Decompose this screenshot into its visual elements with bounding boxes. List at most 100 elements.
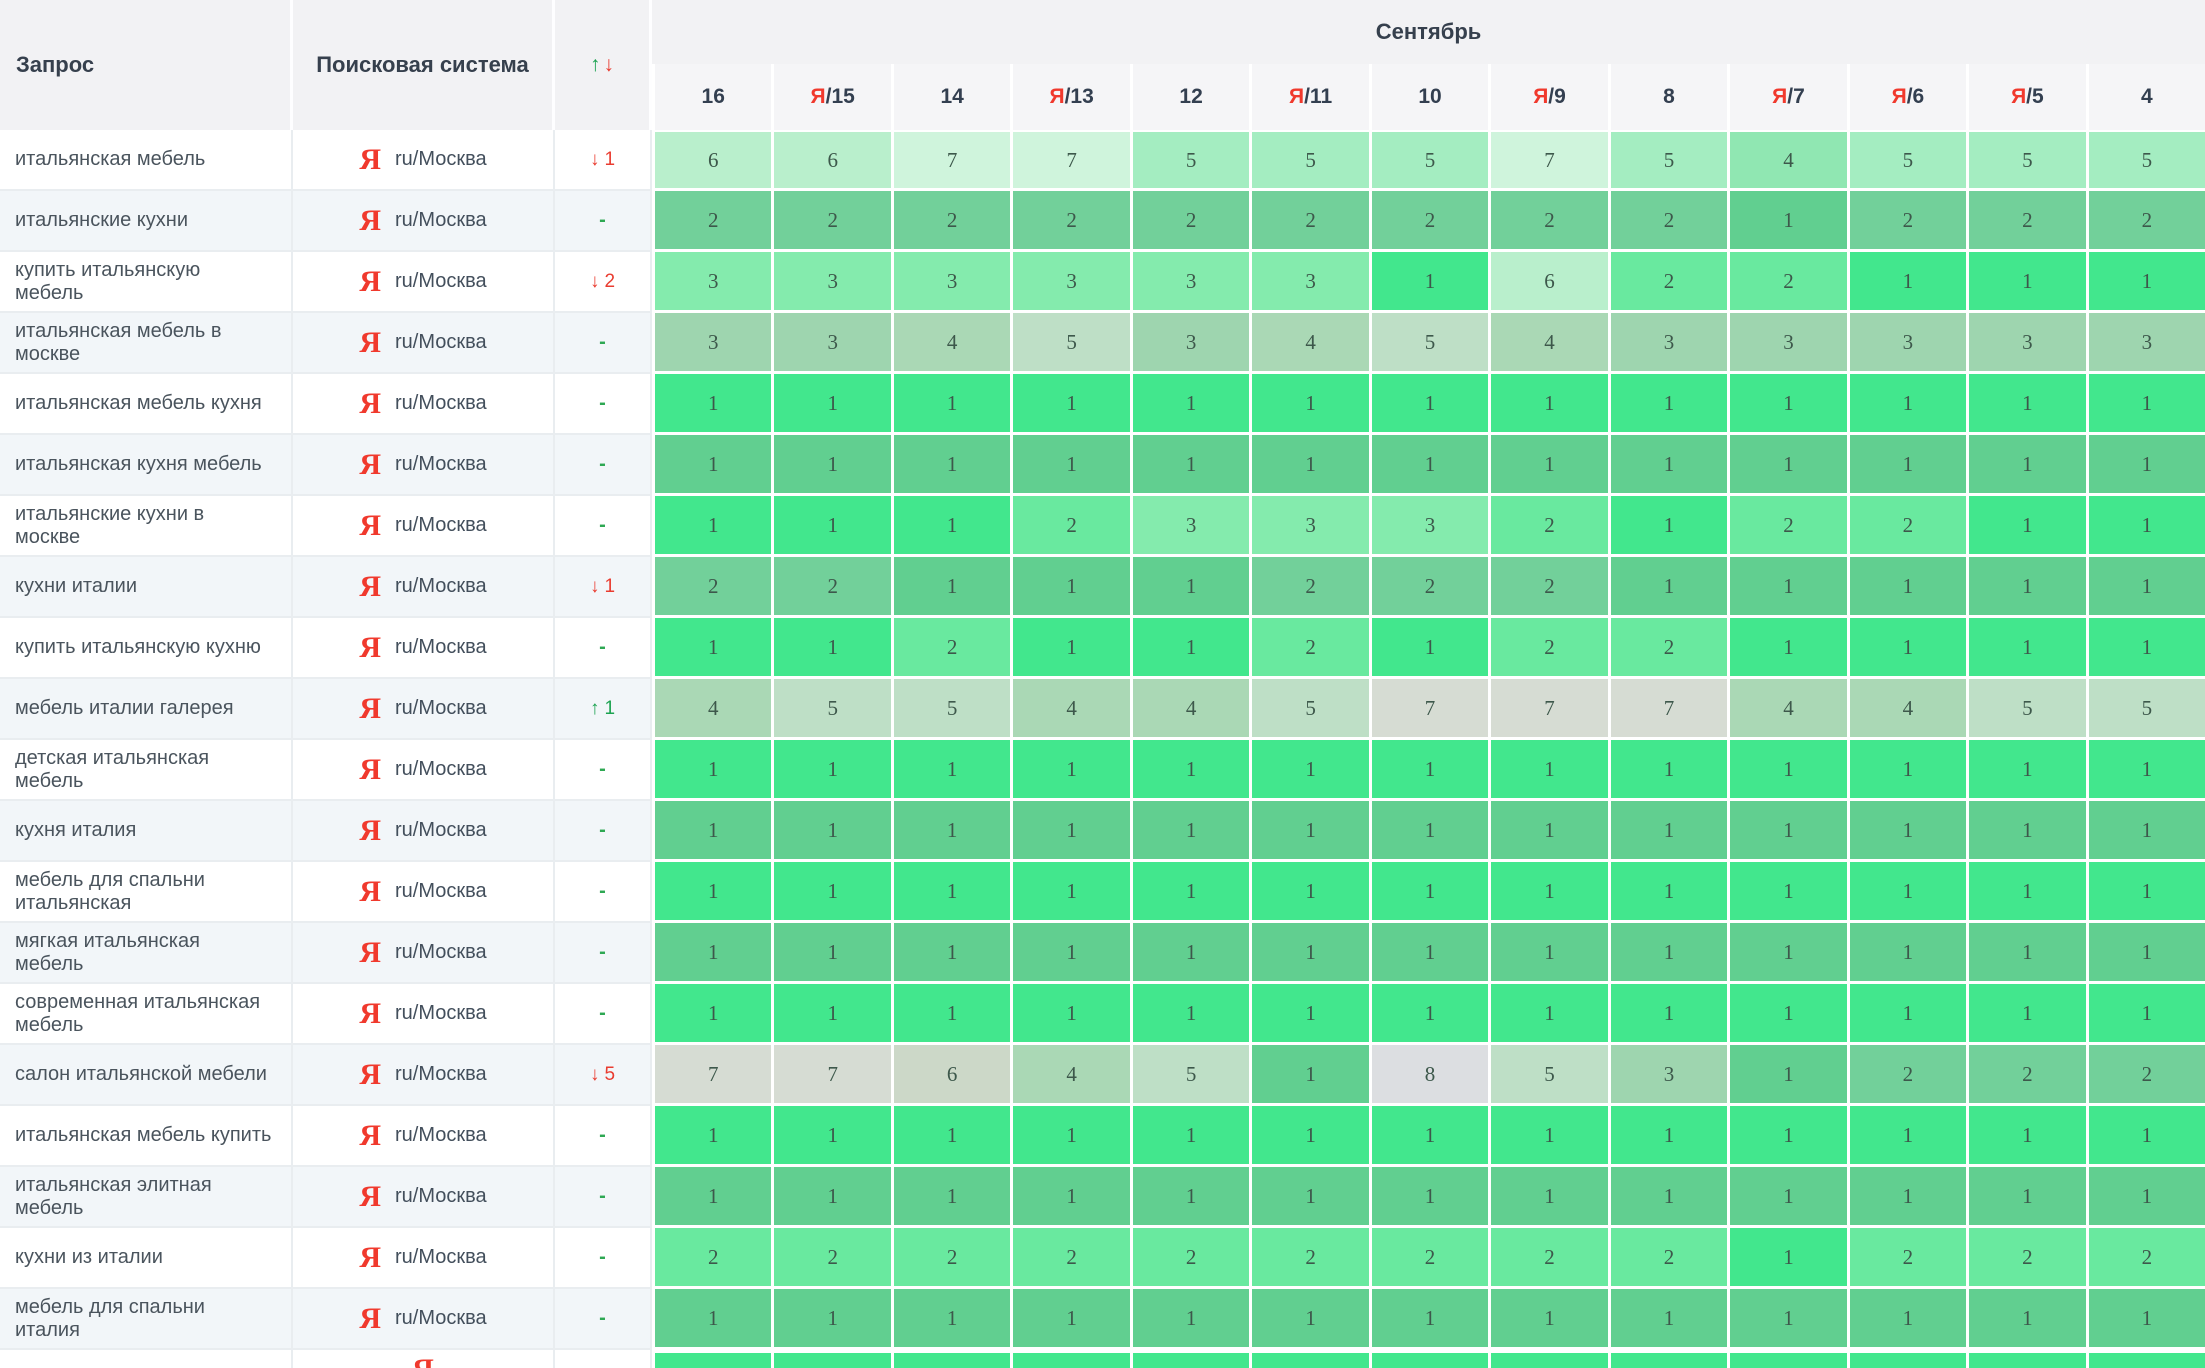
query-label[interactable]: детская итальянская мебель — [0, 740, 293, 801]
position-cell[interactable]: 1 — [1129, 740, 1250, 801]
position-cell[interactable]: 4 — [1249, 313, 1369, 374]
position-cell[interactable]: 1 — [1607, 374, 1728, 435]
position-cell[interactable]: 1 — [1727, 374, 1847, 435]
position-cell[interactable]: 1 — [771, 496, 891, 557]
position-cell[interactable]: 4 — [890, 313, 1011, 374]
position-cell[interactable]: 2 — [1010, 496, 1130, 557]
position-cell[interactable]: 1 — [1249, 1045, 1369, 1106]
position-cell[interactable]: 4 — [1727, 130, 1847, 191]
position-cell[interactable]: 2 — [1966, 191, 2086, 252]
position-cell[interactable]: 1 — [1727, 1167, 1847, 1228]
query-label[interactable]: итальянские кухни — [0, 191, 293, 252]
position-cell[interactable]: 1 — [1010, 618, 1130, 679]
position-cell[interactable] — [1966, 1350, 2086, 1368]
position-cell[interactable]: 1 — [1249, 984, 1369, 1045]
position-cell[interactable]: 2 — [771, 1228, 891, 1289]
position-cell[interactable]: 1 — [652, 435, 772, 496]
position-cell[interactable]: 1 — [2085, 1167, 2205, 1228]
date-header-cell[interactable]: 4 — [2085, 64, 2205, 130]
position-cell[interactable]: 1 — [1966, 618, 2086, 679]
position-cell[interactable]: 1 — [1727, 1228, 1847, 1289]
position-cell[interactable]: 8 — [1368, 1045, 1489, 1106]
position-cell[interactable]: 3 — [1249, 252, 1369, 313]
position-cell[interactable]: 2 — [1488, 191, 1608, 252]
position-cell[interactable]: 1 — [1607, 801, 1728, 862]
position-cell[interactable]: 1 — [652, 1106, 772, 1167]
position-cell[interactable]: 1 — [1607, 557, 1728, 618]
position-cell[interactable]: 1 — [2085, 252, 2205, 313]
position-cell[interactable]: 1 — [1129, 862, 1250, 923]
position-cell[interactable]: 3 — [1010, 252, 1130, 313]
position-cell[interactable]: 5 — [1846, 130, 1967, 191]
position-cell[interactable]: 5 — [1966, 130, 2086, 191]
position-cell[interactable]: 1 — [890, 862, 1011, 923]
position-cell[interactable]: 2 — [1966, 1045, 2086, 1106]
position-cell[interactable] — [1846, 1350, 1967, 1368]
position-cell[interactable]: 2 — [890, 618, 1011, 679]
position-cell[interactable]: 1 — [2085, 984, 2205, 1045]
position-cell[interactable]: 1 — [1368, 984, 1489, 1045]
position-cell[interactable]: 1 — [1966, 252, 2086, 313]
position-cell[interactable]: 1 — [1010, 984, 1130, 1045]
position-cell[interactable]: 1 — [1607, 1167, 1728, 1228]
position-cell[interactable]: 1 — [1727, 1289, 1847, 1350]
position-cell[interactable] — [652, 1350, 772, 1368]
position-cell[interactable]: 1 — [1846, 984, 1967, 1045]
position-cell[interactable]: 1 — [1010, 923, 1130, 984]
position-cell[interactable] — [2085, 1350, 2205, 1368]
position-cell[interactable]: 3 — [1727, 313, 1847, 374]
query-label[interactable]: салон итальянской мебели — [0, 1045, 293, 1106]
position-cell[interactable]: 1 — [1727, 1045, 1847, 1106]
date-header-cell[interactable]: 12 — [1129, 64, 1249, 130]
position-cell[interactable]: 1 — [1129, 374, 1250, 435]
position-cell[interactable]: 1 — [2085, 801, 2205, 862]
position-cell[interactable]: 1 — [652, 740, 772, 801]
position-cell[interactable]: 1 — [1488, 923, 1608, 984]
position-cell[interactable]: 1 — [1488, 435, 1608, 496]
query-label[interactable]: итальянские кухни в москве — [0, 496, 293, 557]
query-label[interactable]: мебель италии галерея — [0, 679, 293, 740]
position-cell[interactable]: 1 — [1488, 1289, 1608, 1350]
position-cell[interactable]: 1 — [1488, 374, 1608, 435]
query-column-header[interactable]: Запрос — [0, 0, 293, 130]
position-cell[interactable]: 2 — [1249, 1228, 1369, 1289]
position-cell[interactable]: 1 — [1966, 984, 2086, 1045]
position-cell[interactable]: 1 — [1368, 862, 1489, 923]
position-cell[interactable]: 2 — [1488, 1228, 1608, 1289]
position-cell[interactable]: 1 — [1727, 435, 1847, 496]
position-cell[interactable]: 2 — [1249, 557, 1369, 618]
position-cell[interactable]: 5 — [1607, 130, 1728, 191]
position-cell[interactable] — [1129, 1350, 1250, 1368]
position-cell[interactable]: 3 — [1129, 496, 1250, 557]
query-label[interactable]: мебель для спальни италия — [0, 1289, 293, 1350]
position-cell[interactable]: 2 — [1488, 496, 1608, 557]
position-cell[interactable]: 1 — [890, 923, 1011, 984]
position-cell[interactable]: 1 — [771, 801, 891, 862]
position-cell[interactable]: 1 — [771, 1106, 891, 1167]
position-cell[interactable]: 1 — [771, 435, 891, 496]
query-label[interactable]: итальянская мебель в москве — [0, 313, 293, 374]
position-cell[interactable]: 1 — [771, 740, 891, 801]
position-cell[interactable]: 1 — [1488, 801, 1608, 862]
position-cell[interactable]: 3 — [652, 252, 772, 313]
position-cell[interactable]: 1 — [1966, 801, 2086, 862]
position-cell[interactable]: 2 — [1727, 496, 1847, 557]
query-label[interactable]: итальянская кухня мебель — [0, 435, 293, 496]
position-cell[interactable]: 2 — [1846, 496, 1967, 557]
position-cell[interactable]: 2 — [1010, 1228, 1130, 1289]
position-cell[interactable]: 1 — [2085, 740, 2205, 801]
position-cell[interactable]: 1 — [1966, 740, 2086, 801]
position-cell[interactable]: 1 — [1966, 557, 2086, 618]
position-cell[interactable]: 1 — [1488, 1106, 1608, 1167]
position-cell[interactable] — [1249, 1350, 1369, 1368]
position-cell[interactable]: 1 — [1129, 1167, 1250, 1228]
position-cell[interactable]: 5 — [890, 679, 1011, 740]
position-cell[interactable]: 2 — [2085, 1228, 2205, 1289]
position-cell[interactable]: 1 — [1727, 923, 1847, 984]
position-cell[interactable] — [771, 1350, 891, 1368]
position-cell[interactable]: 2 — [1846, 191, 1967, 252]
position-cell[interactable]: 1 — [1846, 618, 1967, 679]
position-cell[interactable]: 5 — [1249, 679, 1369, 740]
position-cell[interactable]: 1 — [1010, 1167, 1130, 1228]
position-cell[interactable]: 1 — [890, 1289, 1011, 1350]
